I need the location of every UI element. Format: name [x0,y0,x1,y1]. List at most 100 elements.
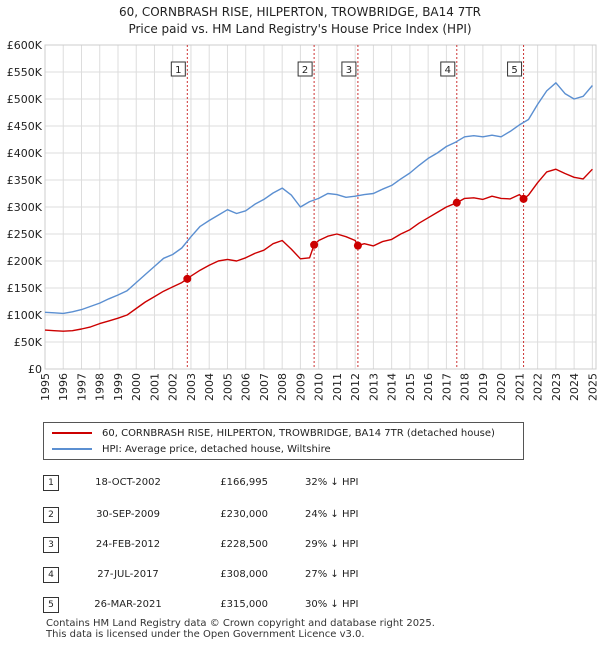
y-tick-label: £250K [7,228,43,241]
x-tick-label: 2006 [240,373,253,401]
sale-marker-box [507,61,523,77]
y-tick-label: £350K [7,174,43,187]
title-line-2: Price paid vs. HM Land Registry's House … [128,22,472,36]
price-chart: £0 £50K £100K £150K £200K £250K £300K £350K £400… [7,40,600,401]
x-tick-label: 2007 [258,373,271,401]
sale-marker-box [440,61,456,77]
x-tick-label: 2023 [550,373,563,401]
row-number-badge: 1 [43,475,59,491]
x-tick-label: 2020 [495,373,508,401]
y-tick-label: £200K [7,255,43,268]
legend-item-hpi: HPI: Average price, detached house, Wilt… [52,442,331,458]
sale-marker-label: 5 [511,65,517,76]
x-tick-label: 2022 [532,373,545,401]
x-tick-label: 2015 [404,373,417,401]
y-tick-label: £550K [7,66,43,79]
x-tick-label: 2018 [459,373,472,401]
table-row: 5 26-MAR-2021 £315,000 30% ↓ HPI [43,597,443,613]
row-price: £308,000 [220,569,268,580]
row-hpi: 29% ↓ HPI [305,539,359,550]
x-tick-label: 2016 [422,373,435,401]
y-tick-label: £0 [28,363,42,376]
row-hpi: 24% ↓ HPI [305,509,359,520]
x-tick-label: 2017 [440,373,453,401]
sale-point [452,198,461,207]
x-tick-label: 2001 [148,373,161,401]
x-tick-label: 2002 [167,373,180,401]
row-price: £228,500 [220,539,268,550]
plot-area [44,44,597,370]
row-number-badge: 3 [43,537,59,553]
x-tick-label: 2021 [513,373,526,401]
x-tick-label: 2011 [331,373,344,401]
y-tick-label: £500K [7,93,43,106]
x-tick-label: 2009 [294,373,307,401]
y-tick-label: £400K [7,147,43,160]
sale-marker-label: 4 [445,65,451,76]
x-tick-label: 2003 [185,373,198,401]
footer-copyright: Contains HM Land Registry data © Crown c… [46,618,435,629]
legend-hpi-label: HPI: Average price, detached house, Wilt… [102,444,331,455]
y-tick-label: £450K [7,120,43,133]
x-tick-label: 1995 [39,373,52,401]
sale-marker-label: 3 [346,65,352,76]
y-tick-label: £300K [7,201,43,214]
y-tick-label: £600K [7,40,43,52]
row-hpi: 27% ↓ HPI [305,569,359,580]
row-date: 26-MAR-2021 [94,599,162,610]
chart-title: 60, CORNBRASH RISE, HILPERTON, TROWBRIDG… [0,4,600,38]
y-tick-label: £50K [14,336,43,349]
price-series-line [44,168,593,332]
legend-item-price: 60, CORNBRASH RISE, HILPERTON, TROWBRIDG… [52,426,495,442]
sale-point [310,240,319,249]
sale-point [353,241,362,250]
x-tick-label: 1996 [57,373,70,401]
footer: Contains HM Land Registry data © Crown c… [46,618,435,640]
row-hpi: 32% ↓ HPI [305,477,359,488]
table-row: 3 24-FEB-2012 £228,500 29% ↓ HPI [43,537,443,553]
x-tick-label: 2013 [367,373,380,401]
x-tick-label: 1999 [112,373,125,401]
row-date: 30-SEP-2009 [96,509,160,520]
legend: 60, CORNBRASH RISE, HILPERTON, TROWBRIDG… [43,422,524,460]
x-tick-label: 2019 [477,373,490,401]
row-date: 18-OCT-2002 [95,477,161,488]
legend-price-label: 60, CORNBRASH RISE, HILPERTON, TROWBRIDG… [102,428,495,439]
sale-point [519,194,528,203]
legend-hpi-swatch [52,448,92,450]
row-date: 27-JUL-2017 [97,569,159,580]
row-price: £230,000 [220,509,268,520]
y-tick-label: £150K [7,282,43,295]
footer-license: This data is licensed under the Open Gov… [46,629,365,640]
x-tick-label: 2024 [568,373,581,401]
sale-marker-box [170,61,186,77]
row-number-badge: 4 [43,567,59,583]
x-tick-label: 1998 [94,373,107,401]
x-tick-label: 2012 [349,373,362,401]
row-number-badge: 2 [43,507,59,523]
x-tick-label: 2014 [386,373,399,401]
table-row: 4 27-JUL-2017 £308,000 27% ↓ HPI [43,567,443,583]
sale-point [183,274,192,283]
x-tick-label: 2005 [221,373,234,401]
x-tick-label: 2000 [130,373,143,401]
x-tick-label: 2010 [313,373,326,401]
hpi-series-line [44,82,593,315]
legend-price-swatch [52,432,92,434]
table-row: 1 18-OCT-2002 £166,995 32% ↓ HPI [43,475,443,491]
row-price: £315,000 [220,599,268,610]
x-tick-label: 2008 [276,373,289,401]
y-tick-label: £100K [7,309,43,322]
sale-marker-label: 2 [302,65,308,76]
x-tick-label: 2025 [586,373,599,401]
row-hpi: 30% ↓ HPI [305,599,359,610]
x-tick-label: 2004 [203,373,216,401]
sale-marker-box [297,61,313,77]
x-tick-label: 1997 [75,373,88,401]
row-date: 24-FEB-2012 [95,539,161,550]
sale-marker-box [341,61,357,77]
row-number-badge: 5 [43,597,59,613]
row-price: £166,995 [220,477,268,488]
title-line-1: 60, CORNBRASH RISE, HILPERTON, TROWBRIDG… [118,5,482,19]
sale-marker-label: 1 [175,65,181,76]
